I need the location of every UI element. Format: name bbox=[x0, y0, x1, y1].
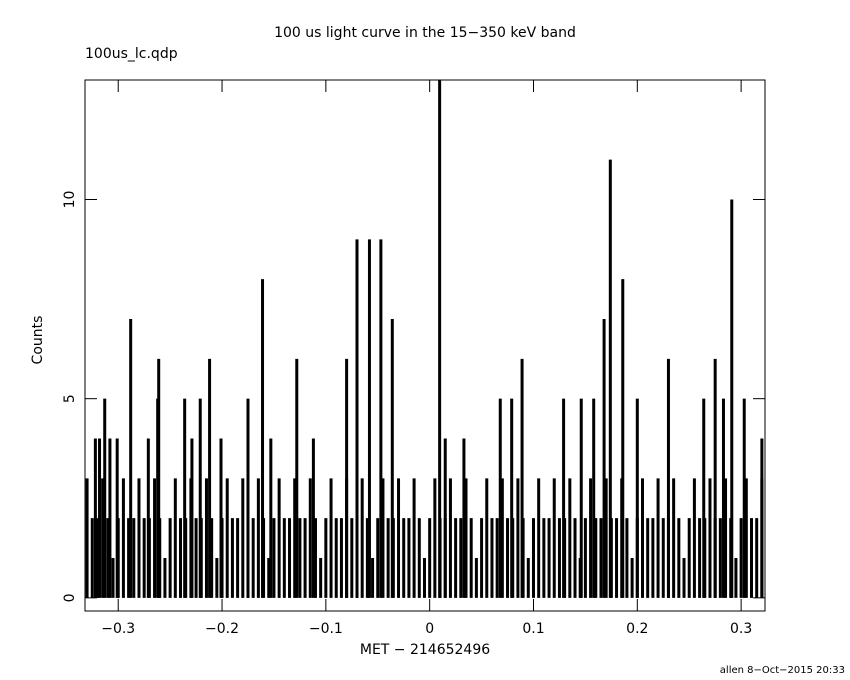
x-tick-label: 0.3 bbox=[730, 621, 752, 637]
x-tick-label: 0 bbox=[425, 621, 434, 637]
y-tick-label: 10 bbox=[62, 191, 78, 209]
x-tick-label: −0.1 bbox=[309, 621, 343, 637]
x-axis-label: MET − 214652496 bbox=[360, 642, 490, 658]
y-axis-label: Counts bbox=[30, 316, 46, 365]
y-tick-label: 5 bbox=[62, 394, 78, 403]
footer: allen 8−Oct−2015 20:33 bbox=[720, 665, 845, 676]
x-tick-label: 0.1 bbox=[522, 621, 544, 637]
chart-title: 100 us light curve in the 15−350 keV ban… bbox=[274, 25, 576, 41]
y-tick-label: 0 bbox=[62, 593, 78, 602]
x-tick-label: −0.3 bbox=[101, 621, 135, 637]
x-tick-label: 0.2 bbox=[626, 621, 648, 637]
chart-subtitle: 100us_lc.qdp bbox=[85, 46, 178, 62]
plot-frame bbox=[84, 79, 766, 612]
x-tick-label: −0.2 bbox=[205, 621, 239, 637]
